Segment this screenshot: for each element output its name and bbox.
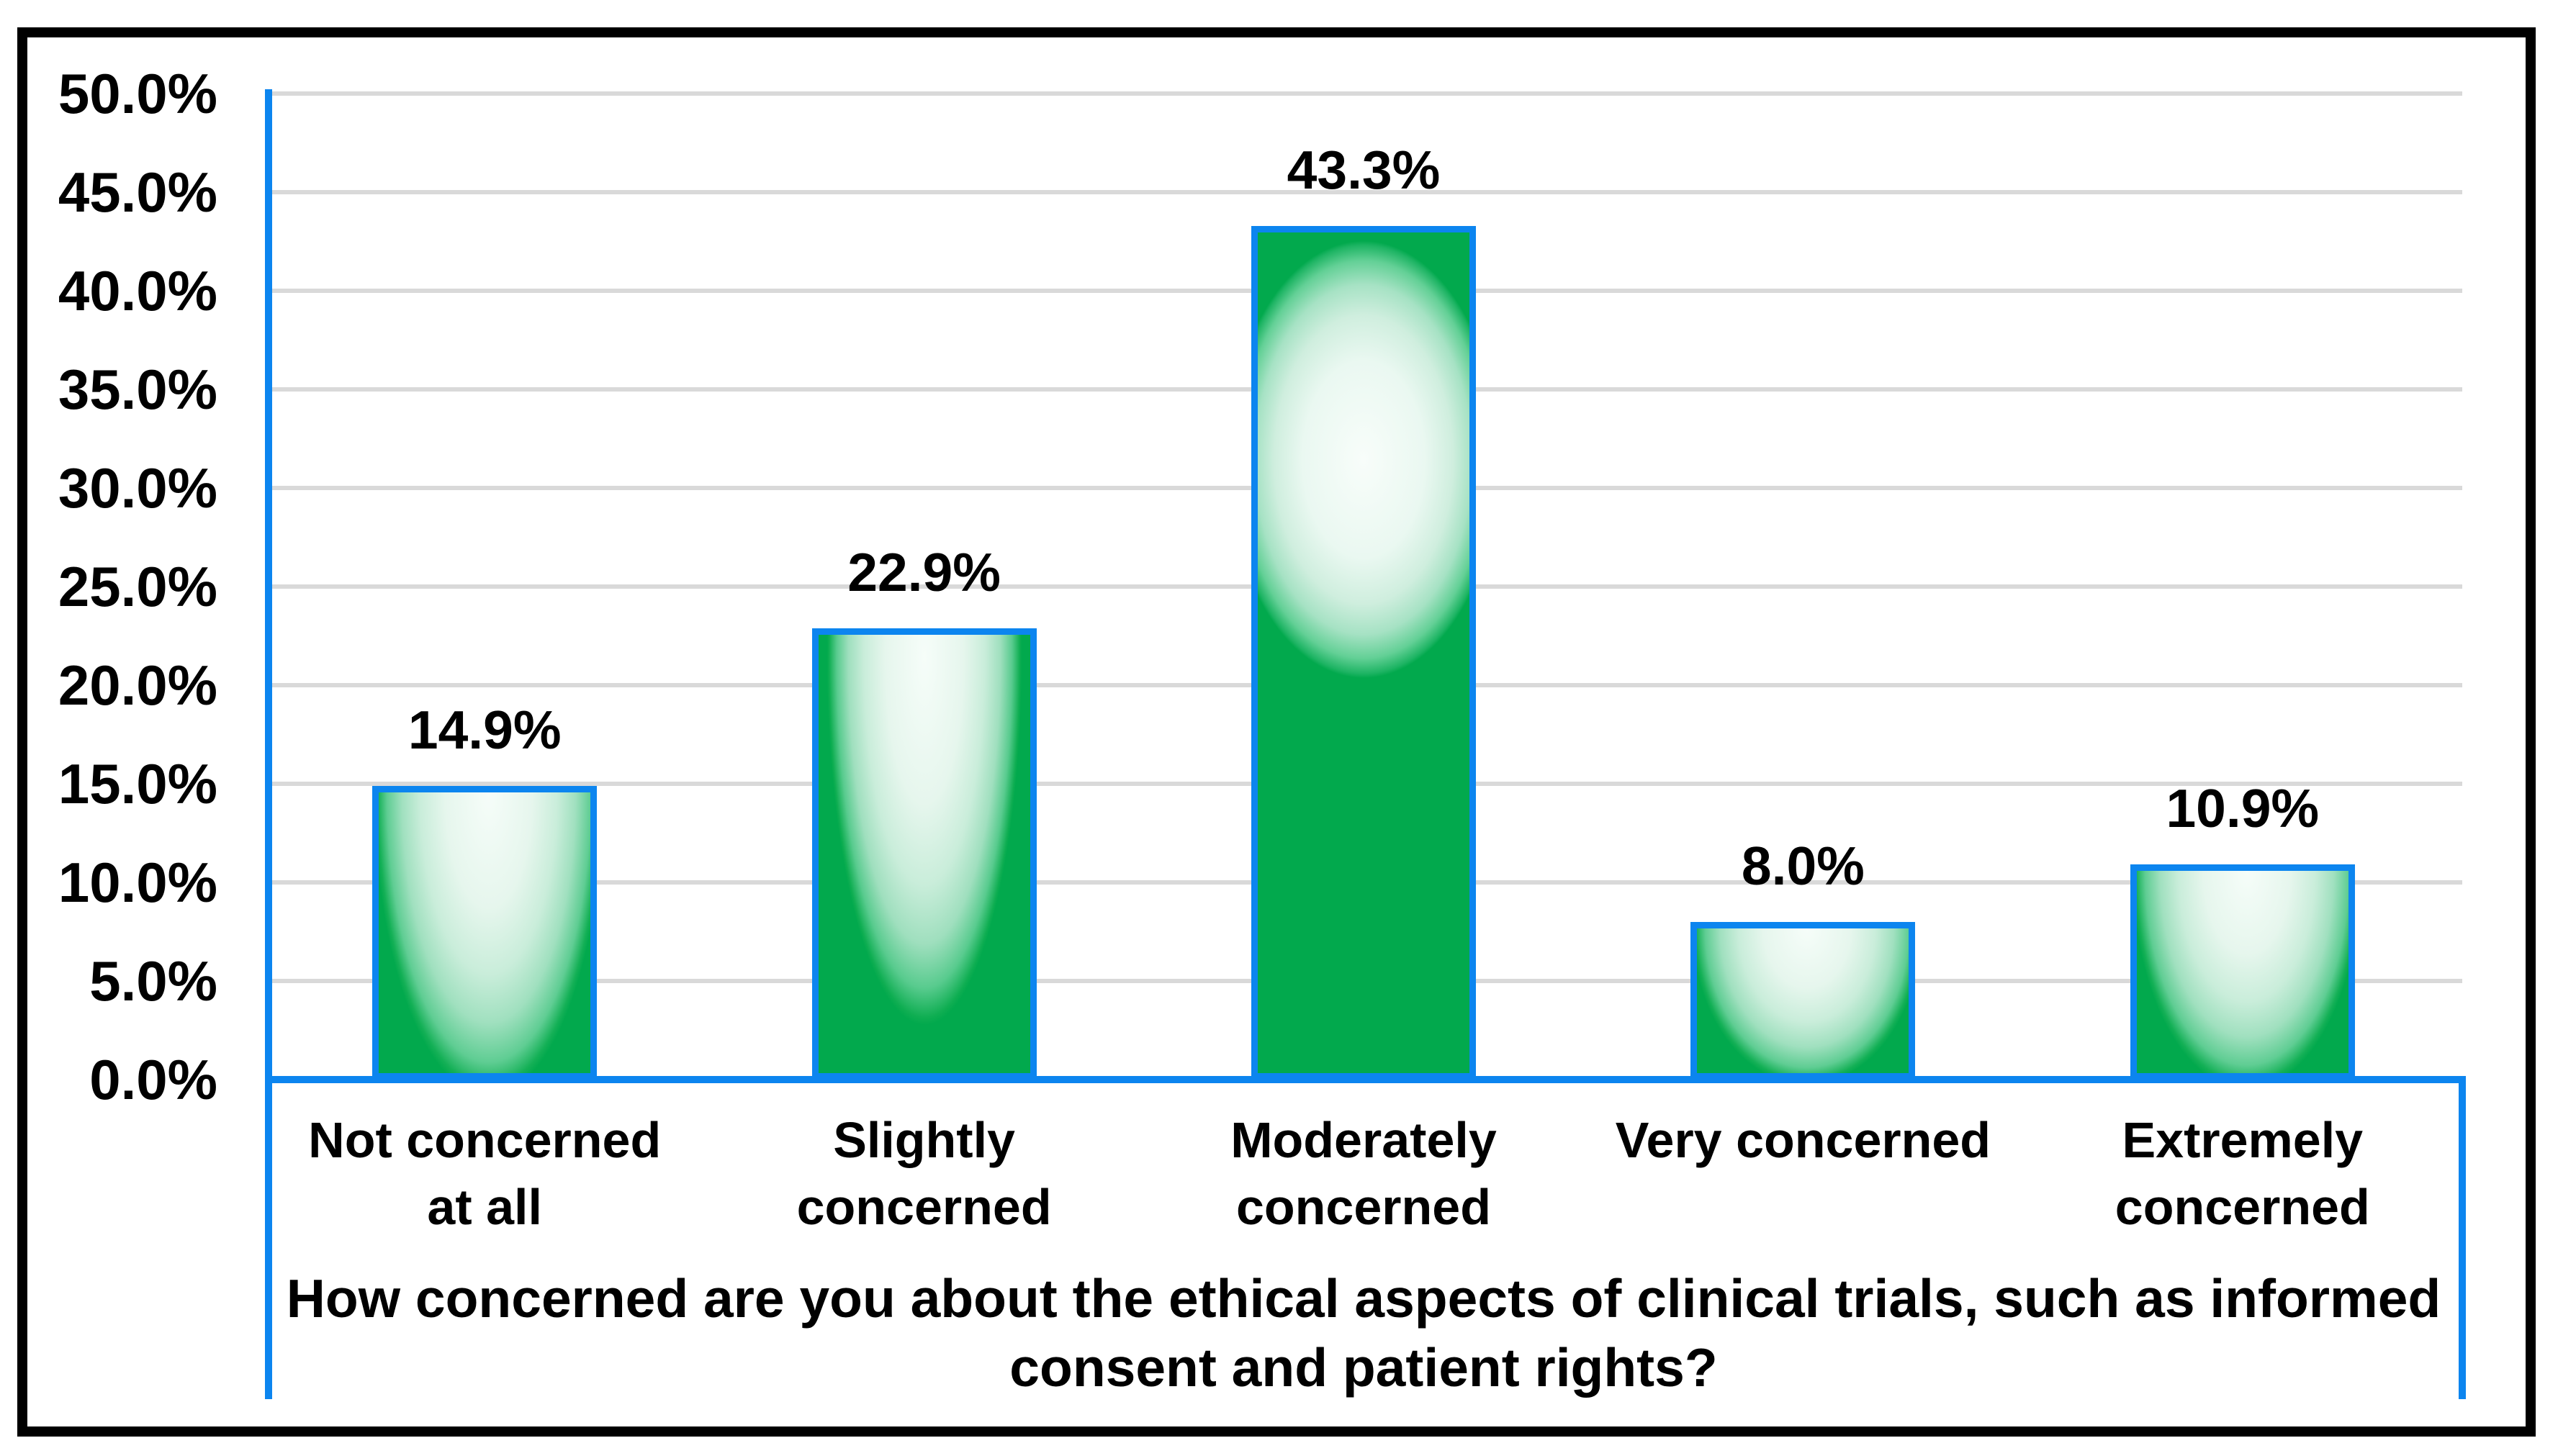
y-tick-label: 50.0% xyxy=(58,62,217,125)
bar-value-label: 10.9% xyxy=(2166,778,2320,839)
y-axis-line xyxy=(265,89,272,1399)
y-tick-label: 35.0% xyxy=(58,358,217,421)
x-category-label: Moderately concerned xyxy=(1230,1112,1497,1235)
bar-2 xyxy=(811,628,1037,1080)
x-axis-line xyxy=(265,1076,2466,1083)
bar-4 xyxy=(1690,921,1916,1080)
x-axis-title-line-1: How concerned are you about the ethical … xyxy=(286,1268,2441,1329)
x-category-label: Not concerned at all xyxy=(308,1112,662,1235)
axis-right-border-line xyxy=(2459,1076,2466,1399)
x-axis-title: How concerned are you about the ethical … xyxy=(265,1264,2462,1402)
y-tick-label: 0.0% xyxy=(89,1048,217,1111)
bar-value-label: 8.0% xyxy=(1741,835,1865,896)
bar-1 xyxy=(372,785,598,1080)
x-category-label: Very concerned xyxy=(1615,1112,1991,1168)
y-tick-label: 25.0% xyxy=(58,555,217,618)
bar-3 xyxy=(1251,225,1476,1080)
gridline xyxy=(272,190,2462,194)
x-category-label: Extremely concerned xyxy=(2115,1112,2370,1235)
y-tick-label: 15.0% xyxy=(58,752,217,815)
gridline xyxy=(272,91,2462,96)
y-tick-label: 45.0% xyxy=(58,160,217,224)
x-category-label: Slightly concerned xyxy=(796,1112,1052,1235)
y-tick-label: 20.0% xyxy=(58,654,217,717)
bar-value-label: 22.9% xyxy=(847,541,1001,602)
y-tick-label: 40.0% xyxy=(58,259,217,322)
bar-5 xyxy=(2130,864,2355,1080)
x-axis-title-line-2: consent and patient rights? xyxy=(1009,1337,1718,1398)
y-tick-label: 30.0% xyxy=(58,456,217,520)
bar-value-label: 43.3% xyxy=(1287,139,1441,200)
y-tick-label: 5.0% xyxy=(89,949,217,1013)
plot-area: 14.9% 22.9% 43.3% 8.0% 10.9% xyxy=(265,94,2462,1080)
bar-value-label: 14.9% xyxy=(407,699,562,760)
y-tick-label: 10.0% xyxy=(58,851,217,914)
